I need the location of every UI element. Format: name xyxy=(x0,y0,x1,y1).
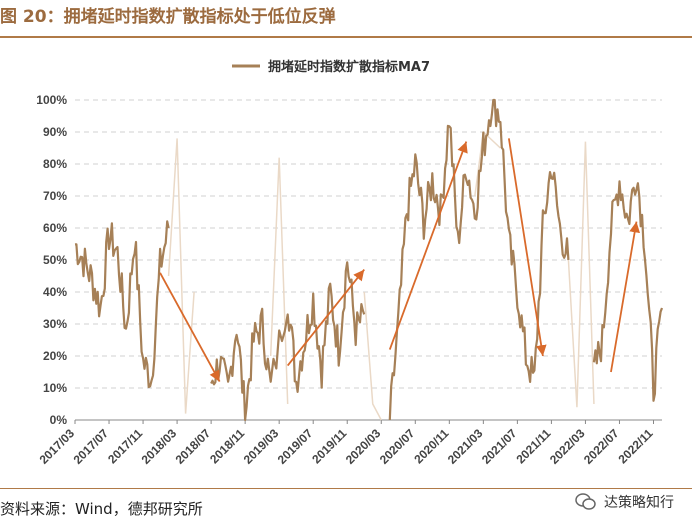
x-tick-label: 2018/03 xyxy=(139,426,180,467)
trend-arrows xyxy=(159,138,640,383)
x-tick-label: 2017/07 xyxy=(71,426,112,467)
watermark: 达策略知行 xyxy=(574,490,674,514)
y-tick-label: 80% xyxy=(43,157,67,171)
x-tick-label: 2017/03 xyxy=(37,426,78,467)
chart-legend: 拥堵延时指数扩散指标MA7 xyxy=(232,59,430,75)
series-line xyxy=(388,98,570,421)
x-tick-label: 2022/11 xyxy=(616,426,656,466)
trend-arrow xyxy=(610,221,640,373)
x-tick-label: 2018/11 xyxy=(207,426,247,466)
y-tick-label: 40% xyxy=(43,285,67,299)
title-divider xyxy=(0,36,692,38)
y-tick-label: 60% xyxy=(43,221,67,235)
watermark-text: 达策略知行 xyxy=(604,495,674,511)
y-tick-label: 90% xyxy=(43,125,67,139)
x-tick-label: 2018/07 xyxy=(173,426,214,467)
series-lines xyxy=(74,98,664,422)
x-axis-ticks: 2017/032017/072017/112018/032018/072018/… xyxy=(37,420,656,467)
wechat-icon xyxy=(575,493,596,510)
series-line xyxy=(592,180,664,402)
x-tick-label: 2021/07 xyxy=(479,426,520,467)
trend-arrow xyxy=(507,138,547,357)
x-tick-label: 2021/03 xyxy=(445,426,486,467)
y-tick-label: 0% xyxy=(50,413,68,427)
footer-divider xyxy=(0,488,692,489)
series-line xyxy=(210,261,366,422)
trend-arrow xyxy=(159,272,221,383)
y-tick-label: 20% xyxy=(43,349,67,363)
x-tick-label: 2020/03 xyxy=(343,426,384,467)
faint-series-segment xyxy=(363,291,382,421)
y-tick-label: 10% xyxy=(43,381,67,395)
figure-title: 图 20：拥堵延时指数扩散指标处于低位反弹 xyxy=(0,7,336,27)
x-tick-label: 2020/11 xyxy=(411,426,451,466)
x-tick-label: 2021/11 xyxy=(513,426,553,466)
faint-series-segment xyxy=(567,141,595,408)
faint-background-series xyxy=(167,130,595,421)
y-tick-label: 50% xyxy=(43,253,67,267)
x-tick-label: 2017/11 xyxy=(105,426,145,466)
x-tick-label: 2022/07 xyxy=(581,426,622,467)
faint-series-segment xyxy=(269,157,289,405)
x-tick-label: 2019/03 xyxy=(241,426,282,467)
faint-series-segment xyxy=(167,138,195,414)
y-axis-ticks: 0% 10% 20% 30% 40% 50% 60% 70% 80% 90% 100% xyxy=(36,93,67,427)
source-note: 资料来源：Wind，德邦研究所 xyxy=(0,500,203,518)
x-tick-label: 2020/07 xyxy=(377,426,418,467)
y-tick-label: 30% xyxy=(43,317,67,331)
x-tick-label: 2019/07 xyxy=(275,426,316,467)
x-tick-label: 2019/11 xyxy=(309,426,349,466)
trend-arrow xyxy=(286,269,365,367)
series-line xyxy=(74,220,170,389)
line-chart: 拥堵延时指数扩散指标MA7 0% 10% 20% 30% 40% 50% 60% 70% 80%… xyxy=(36,59,664,467)
trend-arrow xyxy=(388,141,468,350)
x-tick-label: 2022/03 xyxy=(547,426,588,467)
legend-label: 拥堵延时指数扩散指标MA7 xyxy=(268,59,430,75)
grid-lines xyxy=(75,99,662,421)
y-tick-label: 70% xyxy=(43,189,67,203)
y-tick-label: 100% xyxy=(36,93,67,107)
